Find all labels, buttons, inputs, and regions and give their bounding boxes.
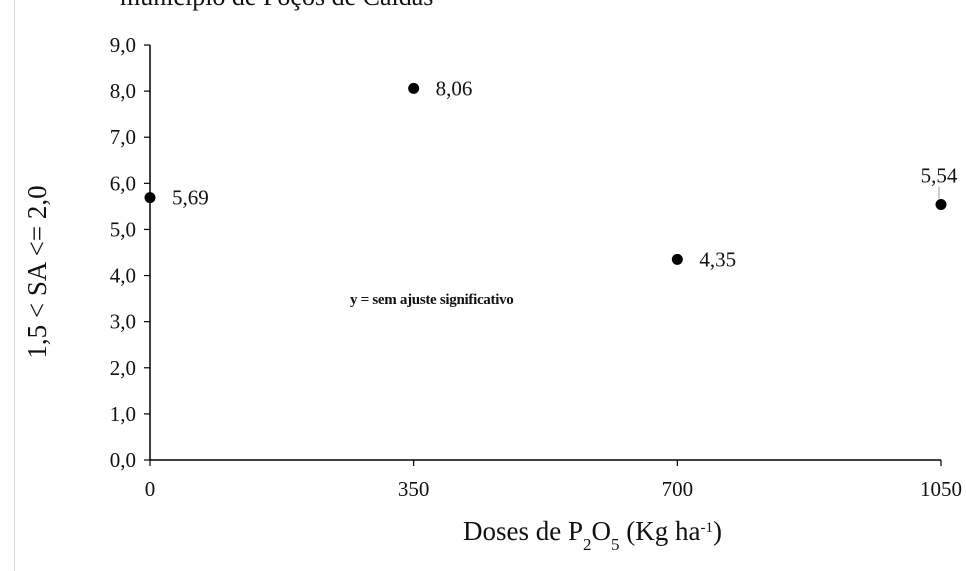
y-tick-label: 2,0: [110, 356, 136, 380]
x-tick-label: 700: [662, 477, 694, 501]
data-point: [671, 253, 683, 265]
y-tick-label: 4,0: [110, 264, 136, 288]
data-point: [935, 199, 947, 211]
data-label: 4,35: [699, 247, 736, 271]
figure-caption-fragment: município de Poços de Caldas: [120, 0, 433, 10]
y-tick-label: 1,0: [110, 402, 136, 426]
y-axis-title: 1,5 < SA <= 2,0: [22, 185, 52, 358]
y-tick-label: 5,0: [110, 217, 136, 241]
x-axis-ticks: 0 350 700 1050: [145, 460, 962, 501]
frame-border: [14, 0, 15, 571]
x-tick-label: 1050: [920, 477, 962, 501]
data-label: 5,54: [921, 164, 958, 188]
x-axis-title: Doses de P2O5 (Kg ha-1): [463, 516, 722, 554]
y-tick-label: 9,0: [110, 33, 136, 57]
x-title-mid: O: [592, 516, 612, 546]
y-tick-label: 0,0: [110, 448, 136, 472]
data-label: 8,06: [436, 76, 473, 100]
data-point: [408, 82, 420, 94]
x-tick-label: 350: [398, 477, 430, 501]
y-tick-label: 3,0: [110, 310, 136, 334]
x-title-sub1: 2: [583, 535, 592, 554]
x-title-sup: -1: [700, 520, 713, 536]
y-axis-ticks: 0,0 1,0 2,0 3,0 4,0 5,0 6,0 7,0 8,0 9,0: [110, 33, 150, 472]
y-tick-label: 8,0: [110, 79, 136, 103]
x-title-sub2: 5: [611, 535, 620, 554]
x-title-prefix: Doses de P: [463, 516, 583, 546]
data-label: 5,69: [172, 186, 209, 210]
y-tick-label: 7,0: [110, 125, 136, 149]
x-tick-label: 0: [145, 477, 156, 501]
data-points: [144, 82, 947, 265]
y-tick-label: 6,0: [110, 171, 136, 195]
regression-annotation: y = sem ajuste significativo: [350, 292, 513, 308]
data-point: [144, 192, 156, 204]
data-labels: 5,69 8,06 4,35 5,54: [172, 76, 958, 271]
x-title-suffix: (Kg ha: [620, 516, 701, 546]
x-title-end: ): [713, 516, 722, 546]
